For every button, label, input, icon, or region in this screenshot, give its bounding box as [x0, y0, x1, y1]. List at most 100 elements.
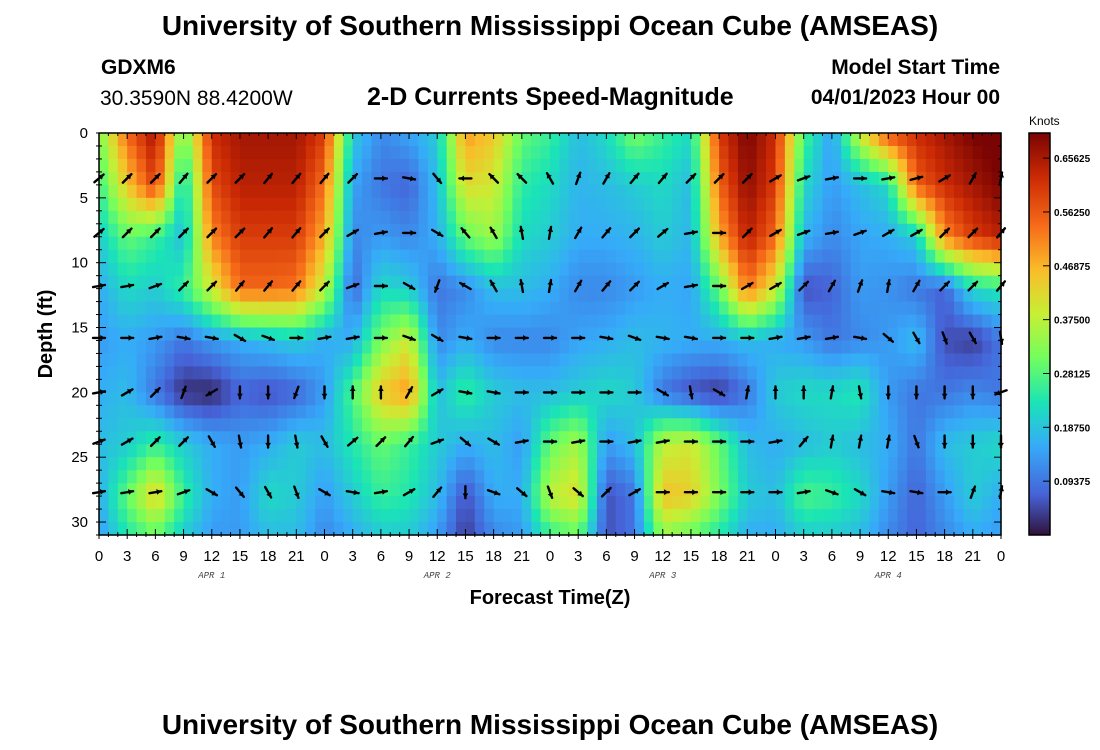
current-vector — [176, 489, 191, 496]
heatmap-cell — [117, 197, 128, 212]
heatmap-cell — [512, 314, 523, 329]
heatmap-cell — [456, 301, 467, 316]
heatmap-cell — [474, 236, 485, 251]
heatmap-cell — [155, 483, 166, 497]
heatmap-cell — [512, 275, 523, 290]
heatmap-cell — [362, 483, 373, 497]
heatmap-cell — [709, 444, 720, 458]
heatmap-cell — [230, 509, 241, 523]
heatmap-cell — [343, 496, 354, 510]
heatmap-cell — [681, 509, 692, 523]
current-vector — [629, 172, 640, 185]
heatmap-cell — [456, 158, 467, 173]
heatmap-cell — [550, 405, 560, 419]
heatmap-cell — [493, 236, 504, 251]
heatmap-cell — [559, 496, 570, 510]
heatmap-cell — [775, 366, 786, 380]
current-vector — [885, 385, 892, 400]
heatmap-cell — [794, 496, 805, 510]
heatmap-cell — [737, 197, 748, 212]
heatmap-cell — [559, 444, 570, 458]
heatmap-cell — [315, 184, 326, 199]
heatmap-cell — [390, 184, 401, 199]
heatmap-cell — [456, 236, 467, 251]
heatmap-cell — [831, 197, 842, 212]
heatmap-cell — [963, 301, 974, 316]
heatmap-cell — [935, 184, 946, 199]
heatmap-cell — [662, 444, 673, 458]
heatmap-cell — [239, 392, 250, 406]
heatmap-cell — [775, 327, 786, 342]
heatmap-cell — [587, 249, 598, 264]
heatmap-cell — [578, 184, 589, 199]
current-vector — [740, 489, 755, 496]
heatmap-cell — [596, 145, 607, 160]
heatmap-cell — [192, 379, 203, 393]
heatmap-cell — [540, 470, 551, 484]
heatmap-cell — [803, 145, 814, 160]
heatmap-cell — [784, 353, 795, 368]
heatmap-cell — [484, 392, 495, 406]
heatmap-cell — [991, 509, 1002, 523]
heatmap-cell — [568, 327, 579, 342]
x-tick-label: 6 — [602, 548, 610, 565]
heatmap-cell — [136, 210, 147, 225]
heatmap-cell — [925, 483, 936, 497]
heatmap-cell — [418, 249, 429, 264]
heatmap-cell — [333, 236, 344, 251]
heatmap-cell — [474, 483, 485, 497]
heatmap-cell — [991, 301, 1002, 316]
heatmap-cell — [221, 405, 232, 419]
heatmap-cell — [728, 405, 739, 419]
heatmap-cell — [944, 210, 955, 225]
heatmap-cell — [944, 236, 955, 251]
heatmap-cell — [277, 133, 288, 147]
heatmap-cell — [192, 314, 203, 329]
heatmap-cell — [794, 418, 805, 432]
heatmap-cell — [221, 275, 232, 290]
heatmap-cell — [982, 457, 993, 471]
heatmap-cell — [127, 483, 138, 497]
heatmap-cell — [803, 457, 814, 471]
heatmap-cell — [343, 418, 354, 432]
heatmap-cell — [108, 262, 119, 277]
heatmap-cell — [446, 314, 457, 329]
heatmap-cell — [775, 509, 786, 523]
heatmap-cell — [268, 483, 279, 497]
heatmap-cell — [465, 392, 476, 406]
heatmap-cell — [521, 496, 532, 510]
heatmap-cell — [982, 379, 993, 393]
current-vector — [796, 334, 811, 341]
heatmap-cell — [907, 314, 918, 329]
heatmap-cell — [643, 236, 654, 251]
heatmap-cell — [737, 457, 748, 471]
heatmap-cell — [99, 522, 109, 536]
heatmap-cell — [174, 249, 185, 264]
current-vector — [969, 434, 976, 449]
heatmap-cell — [756, 301, 767, 316]
heatmap-cell — [756, 184, 767, 199]
heatmap-cell — [286, 470, 297, 484]
heatmap-cell — [192, 210, 203, 225]
heatmap-cell — [991, 197, 1002, 212]
heatmap-cell — [211, 431, 222, 445]
heatmap-cell — [239, 171, 250, 186]
heatmap-cell — [286, 145, 297, 160]
heatmap-cell — [315, 223, 326, 238]
heatmap-cell — [596, 353, 607, 368]
heatmap-cell — [709, 483, 720, 497]
heatmap-cell — [794, 197, 805, 212]
heatmap-cell — [192, 366, 203, 380]
heatmap-cell — [756, 392, 767, 406]
heatmap-cell — [202, 418, 213, 432]
heatmap-cell — [108, 340, 119, 355]
heatmap-cell — [174, 184, 185, 199]
heatmap-cell — [935, 158, 946, 173]
heatmap-cell — [747, 444, 758, 458]
heatmap-cell — [606, 340, 617, 355]
heatmap-cell — [888, 444, 899, 458]
heatmap-cell — [380, 405, 391, 419]
heatmap-cell — [249, 509, 260, 523]
heatmap-cell — [737, 301, 748, 316]
heatmap-cell — [249, 288, 260, 303]
